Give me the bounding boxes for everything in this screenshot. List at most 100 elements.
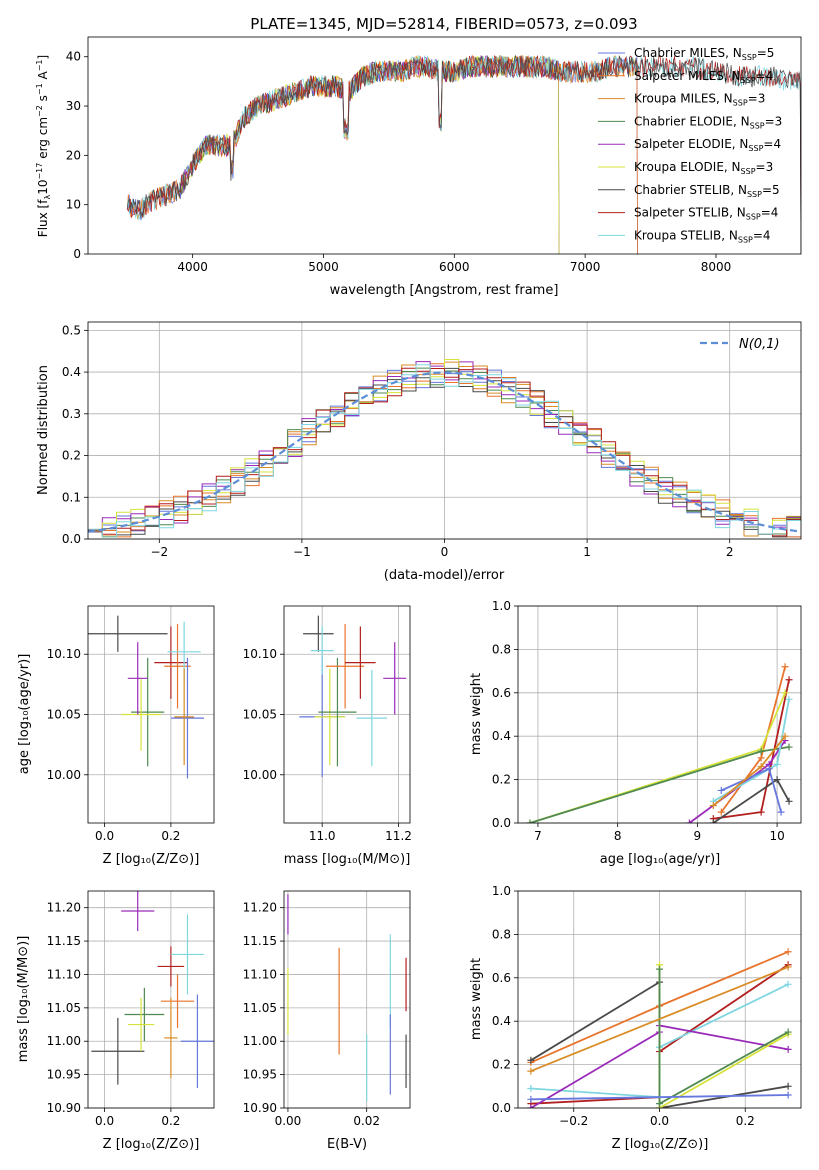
y-axis-label: Flux [fλ10−17 erg cm−2 s−1 A−1] bbox=[35, 55, 52, 237]
y-tick-label: 40 bbox=[66, 50, 81, 64]
x-tick-label: 11.2 bbox=[385, 829, 412, 843]
spectrum-line bbox=[126, 54, 801, 254]
plot-area bbox=[526, 663, 793, 823]
axes-frame bbox=[283, 890, 411, 1109]
legend-label: Chabrier MILES, NSSP=5 bbox=[634, 46, 774, 62]
y-tick-label: 0.4 bbox=[492, 1014, 511, 1028]
legend-label: N(0,1) bbox=[739, 337, 780, 352]
y-tick-label: 11.05 bbox=[243, 1001, 277, 1015]
y-tick-label: 10.95 bbox=[47, 1068, 81, 1082]
legend-label: Salpeter MILES, NSSP=4 bbox=[634, 69, 773, 85]
y-tick-label: 10.00 bbox=[243, 768, 277, 782]
weight-marker bbox=[784, 1028, 792, 1036]
y-tick-label: 1.0 bbox=[492, 884, 511, 898]
weight-marker bbox=[757, 808, 765, 816]
x-axis-label: mass [log₁₀(M/M⊙)] bbox=[284, 852, 411, 867]
weight-marker bbox=[527, 1084, 535, 1092]
y-tick-label: 10.95 bbox=[243, 1068, 277, 1082]
plot-area bbox=[299, 615, 407, 778]
x-tick-label: −2 bbox=[150, 545, 168, 559]
x-tick-label: 11.0 bbox=[309, 829, 336, 843]
x-tick-label: −1 bbox=[293, 545, 311, 559]
weight-marker bbox=[784, 1091, 792, 1099]
x-tick-label: 1 bbox=[583, 545, 591, 559]
plot-area bbox=[91, 891, 214, 1088]
y-tick-label: 0.0 bbox=[62, 532, 81, 546]
y-tick-label: 10.10 bbox=[243, 647, 277, 661]
x-tick-label: 0 bbox=[441, 545, 449, 559]
weight-line bbox=[658, 969, 789, 1106]
legend: Chabrier MILES, NSSP=5 Salpeter MILES, NS… bbox=[598, 46, 782, 244]
weight-marker bbox=[765, 765, 773, 773]
x-tick-label: 0.0 bbox=[650, 1114, 669, 1128]
weight-marker bbox=[777, 808, 785, 816]
plot-area bbox=[287, 894, 407, 1102]
spectrum-line bbox=[179, 55, 560, 254]
weight-marker bbox=[527, 1067, 535, 1075]
y-tick-label: 0.2 bbox=[62, 449, 81, 463]
y-tick-label: 11.15 bbox=[243, 934, 277, 948]
legend-label: Salpeter ELODIE, NSSP=4 bbox=[634, 137, 781, 153]
y-tick-label: 10 bbox=[66, 198, 81, 212]
y-tick-label: 10.90 bbox=[243, 1101, 277, 1115]
x-tick-label: 2 bbox=[726, 545, 734, 559]
weight-marker bbox=[757, 747, 765, 755]
y-tick-label: 10.00 bbox=[47, 768, 81, 782]
plot-area bbox=[126, 54, 801, 254]
y-tick-label: 0.8 bbox=[492, 927, 511, 941]
spectrum-line bbox=[126, 55, 801, 254]
axes-massweight_vs_Z: −0.2 0.0 0.2 0.0 0.2 0.4 0.6 0.8 1.0 Z [log₁₀(Z/Z… bbox=[469, 884, 802, 1152]
x-tick-label: 6000 bbox=[439, 260, 470, 274]
weight-marker bbox=[784, 1045, 792, 1053]
x-tick-label: 8000 bbox=[701, 260, 732, 274]
histogram-step bbox=[88, 364, 801, 538]
spectrum-line bbox=[179, 54, 560, 254]
weight-line bbox=[529, 746, 790, 823]
x-tick-label: 5000 bbox=[308, 260, 339, 274]
y-tick-label: 0.2 bbox=[492, 773, 511, 787]
axes-mass_vs_Z: 0.0 0.2 10.90 10.95 11.00 11.05 11.10 11.15 11.2… bbox=[16, 890, 215, 1152]
weight-line bbox=[530, 1094, 789, 1101]
x-tick-label: 0.2 bbox=[161, 829, 180, 843]
weight-marker bbox=[781, 732, 789, 740]
y-tick-label: 0.6 bbox=[492, 971, 511, 985]
y-tick-label: 11.05 bbox=[47, 1001, 81, 1015]
y-axis-label: mass [log₁₀(M/M⊙)] bbox=[16, 936, 31, 1063]
y-axis-label: age [log₁₀(age/yr)] bbox=[17, 654, 32, 775]
weight-line bbox=[658, 964, 789, 1108]
y-tick-label: 0.5 bbox=[62, 323, 81, 337]
x-tick-label: 7000 bbox=[570, 260, 601, 274]
axes-age_vs_Z: 0.0 0.2 10.00 10.05 10.10 Z [log₁₀(Z/Z⊙)] age … bbox=[17, 605, 215, 867]
x-axis-label: age [log₁₀(age/yr)] bbox=[600, 852, 721, 867]
x-tick-label: 0.2 bbox=[161, 1114, 180, 1128]
x-tick-label: 10 bbox=[769, 829, 784, 843]
y-tick-label: 10.05 bbox=[47, 708, 81, 722]
plot-area bbox=[88, 359, 801, 538]
weight-marker bbox=[773, 760, 781, 768]
weight-marker bbox=[784, 980, 792, 988]
y-tick-label: 10.90 bbox=[47, 1101, 81, 1115]
y-tick-label: 0.0 bbox=[492, 1101, 511, 1115]
axes-massweight_vs_age: 7 8 9 10 0.0 0.2 0.4 0.6 0.8 1.0 age [log₁₀(age/yr… bbox=[469, 599, 802, 867]
weight-line bbox=[688, 739, 786, 823]
y-tick-label: 0 bbox=[73, 247, 81, 261]
x-tick-label: 8 bbox=[614, 829, 622, 843]
plot-area bbox=[527, 948, 792, 1108]
gaussian-curve bbox=[88, 371, 801, 533]
y-tick-label: 0.4 bbox=[492, 729, 511, 743]
axes-age_vs_mass: 11.0 11.2 10.00 10.05 10.10 mass [log₁₀(M/M⊙)… bbox=[243, 605, 412, 867]
weight-marker bbox=[785, 797, 793, 805]
legend-label: Kroupa MILES, NSSP=3 bbox=[634, 92, 765, 108]
weight-marker bbox=[656, 1100, 663, 1108]
weight-marker bbox=[656, 965, 663, 973]
legend-label: Kroupa STELIB, NSSP=4 bbox=[634, 228, 771, 244]
weight-marker bbox=[784, 1082, 792, 1090]
axes-frame bbox=[517, 605, 802, 824]
y-tick-label: 11.20 bbox=[47, 901, 81, 915]
legend-label: Chabrier ELODIE, NSSP=3 bbox=[634, 114, 782, 130]
x-tick-label: 7 bbox=[534, 829, 542, 843]
x-tick-label: 4000 bbox=[177, 260, 208, 274]
x-tick-label: 0.02 bbox=[353, 1114, 380, 1128]
legend-label: Kroupa ELODIE, NSSP=3 bbox=[634, 160, 773, 176]
weight-marker bbox=[685, 819, 693, 823]
